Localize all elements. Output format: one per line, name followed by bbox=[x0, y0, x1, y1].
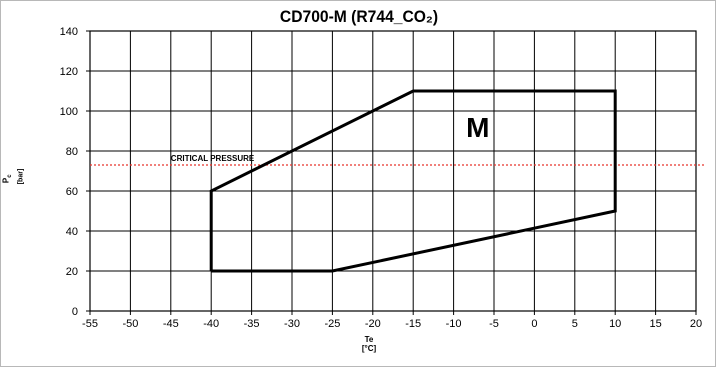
x-tick-label: 10 bbox=[609, 318, 621, 330]
x-tick-label: -35 bbox=[244, 318, 260, 330]
y-tick-label: 0 bbox=[72, 306, 78, 318]
x-tick-label: -30 bbox=[284, 318, 300, 330]
x-tick-label: -15 bbox=[405, 318, 421, 330]
x-tick-label: -45 bbox=[163, 318, 179, 330]
region-label-m: M bbox=[466, 112, 489, 143]
x-tick-label: -5 bbox=[489, 318, 499, 330]
x-tick-label: 5 bbox=[572, 318, 578, 330]
x-tick-label: -50 bbox=[122, 318, 138, 330]
y-tick-label: 20 bbox=[66, 266, 78, 278]
plot-area bbox=[90, 31, 696, 311]
x-tick-label: -10 bbox=[446, 318, 462, 330]
y-tick-label: 120 bbox=[60, 66, 78, 78]
x-tick-label: 20 bbox=[690, 318, 702, 330]
x-tick-label: 0 bbox=[531, 318, 537, 330]
y-tick-label: 140 bbox=[60, 26, 78, 38]
x-tick-label: -25 bbox=[324, 318, 340, 330]
x-tick-label: -55 bbox=[82, 318, 98, 330]
x-tick-label: -40 bbox=[203, 318, 219, 330]
critical-pressure-label: CRITICAL PRESSURE bbox=[171, 154, 255, 163]
x-tick-label: 15 bbox=[649, 318, 661, 330]
y-tick-label: 80 bbox=[66, 146, 78, 158]
y-tick-label: 60 bbox=[66, 186, 78, 198]
y-tick-label: 100 bbox=[60, 106, 78, 118]
x-tick-label: -20 bbox=[365, 318, 381, 330]
y-tick-label: 40 bbox=[66, 226, 78, 238]
